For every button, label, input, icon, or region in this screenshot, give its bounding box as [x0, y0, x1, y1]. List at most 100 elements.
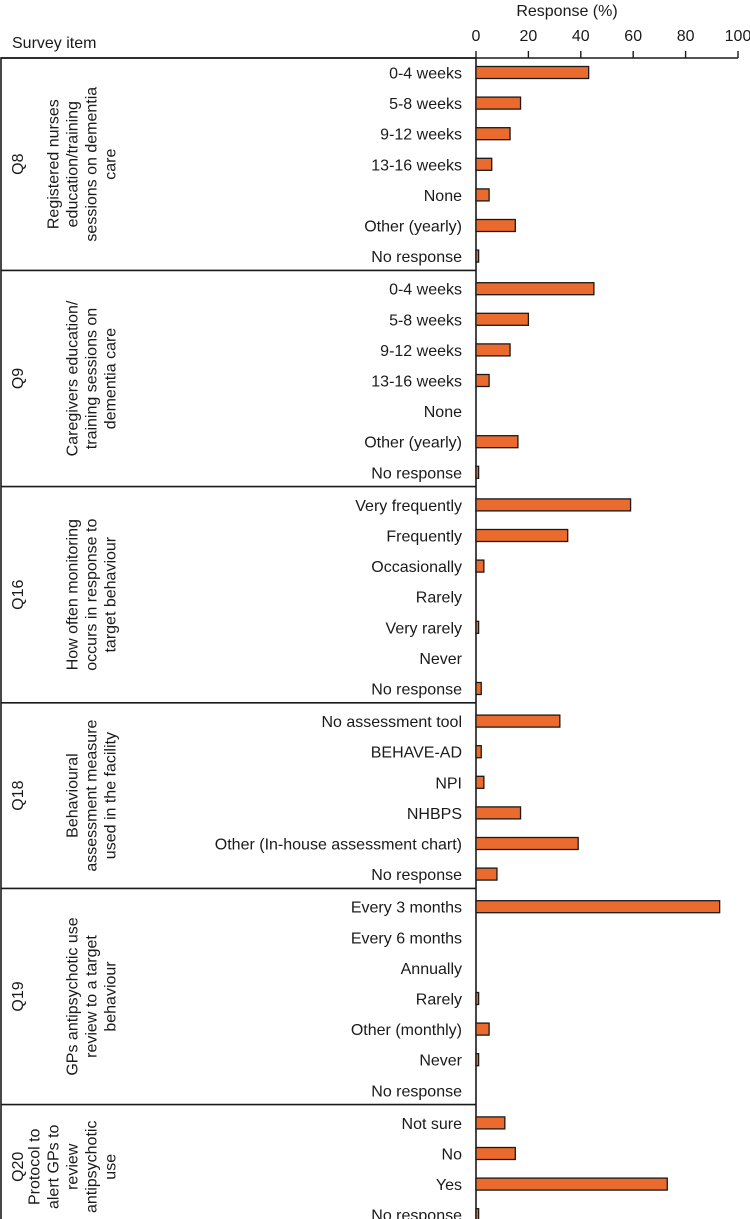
bar	[475, 1116, 506, 1130]
bar	[475, 1208, 480, 1219]
bar	[475, 745, 482, 759]
category-label: 0-4 weeks	[389, 282, 462, 299]
category-label: 13-16 weeks	[371, 157, 462, 174]
category-label: 0-4 weeks	[389, 66, 462, 83]
group-description-line: behaviour	[103, 961, 120, 1032]
group-description-line: use	[103, 1154, 120, 1180]
group-description-line: review to a target	[84, 935, 101, 1058]
group-code: Q20	[10, 1152, 27, 1182]
group-description-line: review	[65, 1143, 82, 1190]
bar	[475, 681, 482, 696]
category-label: Rarely	[416, 590, 462, 607]
group-q16: Very frequently Frequently Occasionally Rar…	[10, 498, 632, 699]
category-label: Frequently	[386, 529, 462, 546]
category-label: No	[442, 1147, 463, 1164]
category-label: No response	[371, 1083, 462, 1100]
group-code: Q18	[10, 780, 27, 810]
category-label: Other (yearly)	[364, 435, 462, 452]
group-q9: 0-4 weeks 5-8 weeks 9-12 weeks 13-16 weeks N…	[10, 282, 595, 482]
category-label: Every 3 months	[351, 900, 462, 917]
group-code: Q19	[10, 981, 27, 1011]
category-label: BEHAVE-AD	[371, 745, 462, 762]
bar	[475, 435, 519, 449]
group-description-line: education/training	[65, 101, 82, 227]
category-label: Never	[419, 1053, 462, 1070]
category-label: Not sure	[402, 1116, 463, 1133]
chart-rows: 0-4 weeks 5-8 weeks 9-12 weeks 13-16 weeks N…	[10, 65, 721, 1219]
category-label: Very frequently	[355, 498, 462, 515]
group-code: Q8	[10, 153, 27, 174]
x-tick-label: 20	[520, 28, 538, 45]
group-description-line: Behavioural	[65, 753, 82, 838]
bar	[475, 806, 522, 820]
category-label: Other (In-house assessment chart)	[215, 837, 462, 854]
bar	[475, 620, 480, 634]
group-code: Q9	[10, 368, 27, 389]
bar	[475, 65, 590, 80]
bar	[475, 498, 632, 512]
bar	[475, 96, 522, 110]
x-axis-title: Response (%)	[516, 3, 617, 20]
category-label: Occasionally	[371, 559, 462, 576]
group-q20: Not sure No Yes No response Protocol to alert…	[10, 1116, 668, 1219]
category-label: 9-12 weeks	[380, 127, 462, 144]
x-axis-ticks: 0 20 40 60 80 100	[472, 28, 750, 58]
group-description: Registered nurses education/training sessi…	[46, 87, 120, 242]
bar	[475, 528, 569, 543]
category-label: No response	[371, 249, 462, 266]
group-q19: Every 3 months Every 6 months Annually Rare…	[10, 900, 721, 1100]
group-description-line: Registered nurses	[46, 99, 63, 229]
category-label: 13-16 weeks	[371, 374, 462, 391]
bar	[475, 373, 490, 388]
bar	[475, 559, 485, 573]
category-label: No response	[371, 867, 462, 884]
category-label: Other (yearly)	[364, 219, 462, 236]
row-header: Survey item	[12, 35, 96, 52]
category-label: Yes	[436, 1177, 462, 1194]
group-description: Behavioural assessment measure used in the…	[65, 719, 120, 871]
bar	[475, 991, 480, 1006]
x-tick-label: 0	[472, 28, 481, 45]
category-label: Never	[419, 651, 462, 668]
group-description-line: assessment measure	[84, 719, 101, 871]
group-description-line: care	[103, 149, 120, 180]
bar	[475, 1177, 668, 1191]
category-label: NPI	[435, 775, 462, 792]
x-tick-label: 100	[725, 28, 750, 45]
category-label: 5-8 weeks	[389, 312, 462, 329]
bar	[475, 900, 721, 914]
bar	[475, 127, 511, 141]
group-description-line: used in the facility	[103, 732, 120, 859]
group-description-line: GPs antipsychotic use	[65, 917, 82, 1075]
group-description: Protocol to alert GPs to review antipsychot…	[27, 1121, 120, 1214]
group-description-line: dementia care	[103, 328, 120, 429]
category-label: None	[424, 188, 462, 205]
bar	[475, 343, 511, 357]
category-label: NHBPS	[407, 806, 462, 823]
group-description: How often monitoring occurs in response t…	[65, 519, 120, 671]
bar	[475, 1053, 480, 1067]
x-tick-label: 80	[677, 28, 695, 45]
category-label: 9-12 weeks	[380, 343, 462, 360]
bar	[475, 157, 493, 171]
bar	[475, 282, 595, 296]
group-description: GPs antipsychotic use review to a target b…	[65, 917, 120, 1075]
group-description-line: training sessions on	[84, 308, 101, 449]
group-frames	[0, 57, 738, 1219]
bar	[475, 836, 579, 851]
category-label: Very rarely	[386, 620, 462, 637]
group-q8: 0-4 weeks 5-8 weeks 9-12 weeks 13-16 weeks N…	[10, 65, 590, 266]
category-label: Annually	[401, 961, 462, 978]
x-tick-label: 40	[572, 28, 590, 45]
group-description-line: target behaviour	[103, 536, 120, 652]
bar	[475, 867, 498, 881]
category-label: None	[424, 404, 462, 421]
group-q18: No assessment tool BEHAVE-AD NPI NHBPS Other…	[10, 714, 579, 884]
bar	[475, 465, 480, 479]
bar	[475, 249, 480, 263]
group-description-line: Protocol to	[27, 1128, 44, 1205]
group-description-line: How often monitoring	[65, 519, 82, 670]
category-label: No response	[371, 465, 462, 482]
bar	[475, 1022, 490, 1036]
